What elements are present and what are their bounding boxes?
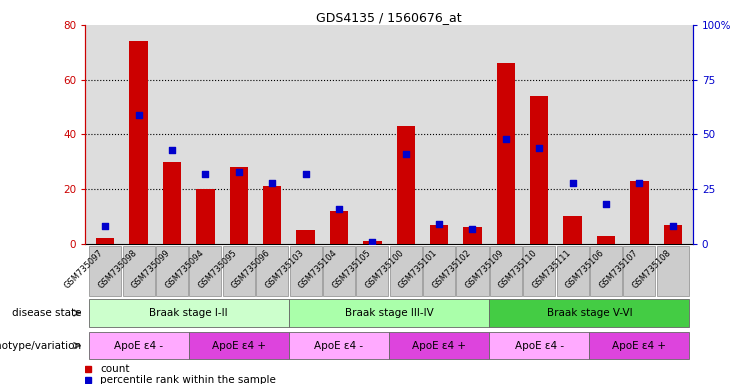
Title: GDS4135 / 1560676_at: GDS4135 / 1560676_at bbox=[316, 11, 462, 24]
FancyBboxPatch shape bbox=[356, 246, 388, 296]
FancyBboxPatch shape bbox=[289, 332, 389, 359]
Point bbox=[634, 179, 645, 185]
Point bbox=[567, 179, 579, 185]
Bar bbox=[664, 225, 682, 244]
Text: disease state: disease state bbox=[12, 308, 82, 318]
Text: ApoE ε4 +: ApoE ε4 + bbox=[612, 341, 666, 351]
Bar bbox=[496, 63, 515, 244]
Text: GSM735101: GSM735101 bbox=[397, 248, 439, 291]
FancyBboxPatch shape bbox=[423, 246, 455, 296]
Text: GSM735107: GSM735107 bbox=[597, 248, 639, 291]
Bar bbox=[130, 41, 147, 244]
Bar bbox=[396, 126, 415, 244]
Text: GSM735097: GSM735097 bbox=[63, 248, 105, 291]
Bar bbox=[296, 230, 315, 244]
Text: GSM735096: GSM735096 bbox=[230, 248, 272, 291]
FancyBboxPatch shape bbox=[89, 332, 189, 359]
Point bbox=[433, 221, 445, 227]
FancyBboxPatch shape bbox=[389, 332, 489, 359]
FancyBboxPatch shape bbox=[89, 246, 122, 296]
Point bbox=[133, 112, 144, 118]
Bar bbox=[96, 238, 114, 244]
FancyBboxPatch shape bbox=[122, 246, 155, 296]
Bar bbox=[363, 241, 382, 244]
Text: Braak stage I-II: Braak stage I-II bbox=[150, 308, 228, 318]
Text: GSM735110: GSM735110 bbox=[497, 248, 539, 291]
Point bbox=[400, 151, 412, 157]
Text: GSM735095: GSM735095 bbox=[196, 248, 239, 291]
FancyBboxPatch shape bbox=[289, 299, 489, 327]
Bar bbox=[530, 96, 548, 244]
Text: Braak stage V-VI: Braak stage V-VI bbox=[547, 308, 632, 318]
Bar bbox=[163, 162, 182, 244]
Bar bbox=[631, 181, 648, 244]
Text: GSM735104: GSM735104 bbox=[296, 248, 339, 291]
Text: GSM735102: GSM735102 bbox=[431, 248, 473, 291]
Text: genotype/variation: genotype/variation bbox=[0, 341, 82, 351]
Bar bbox=[263, 186, 282, 244]
Point bbox=[467, 225, 479, 232]
FancyBboxPatch shape bbox=[390, 246, 422, 296]
FancyBboxPatch shape bbox=[190, 246, 222, 296]
Text: GSM735108: GSM735108 bbox=[631, 248, 673, 291]
FancyBboxPatch shape bbox=[523, 246, 555, 296]
Text: GSM735099: GSM735099 bbox=[130, 248, 172, 291]
Text: ApoE ε4 -: ApoE ε4 - bbox=[114, 341, 163, 351]
FancyBboxPatch shape bbox=[290, 246, 322, 296]
Point bbox=[233, 169, 245, 175]
Text: GSM735109: GSM735109 bbox=[464, 248, 506, 291]
Point bbox=[333, 206, 345, 212]
FancyBboxPatch shape bbox=[89, 299, 289, 327]
FancyBboxPatch shape bbox=[323, 246, 355, 296]
FancyBboxPatch shape bbox=[256, 246, 288, 296]
Point bbox=[99, 223, 111, 229]
FancyBboxPatch shape bbox=[556, 246, 588, 296]
FancyBboxPatch shape bbox=[189, 332, 289, 359]
Text: GSM735111: GSM735111 bbox=[531, 248, 573, 291]
Text: ApoE ε4 +: ApoE ε4 + bbox=[212, 341, 266, 351]
Bar bbox=[330, 211, 348, 244]
FancyBboxPatch shape bbox=[489, 299, 689, 327]
Point bbox=[166, 147, 178, 153]
Text: ApoE ε4 -: ApoE ε4 - bbox=[314, 341, 364, 351]
FancyBboxPatch shape bbox=[657, 246, 689, 296]
FancyBboxPatch shape bbox=[589, 332, 689, 359]
FancyBboxPatch shape bbox=[590, 246, 622, 296]
Text: count: count bbox=[101, 364, 130, 374]
Text: ApoE ε4 +: ApoE ε4 + bbox=[412, 341, 466, 351]
Text: GSM735103: GSM735103 bbox=[263, 248, 305, 291]
Point bbox=[266, 179, 278, 185]
Text: GSM735105: GSM735105 bbox=[330, 248, 372, 291]
Text: GSM735098: GSM735098 bbox=[96, 248, 139, 291]
Point bbox=[667, 223, 679, 229]
Point bbox=[299, 171, 311, 177]
FancyBboxPatch shape bbox=[489, 332, 589, 359]
Text: GSM735094: GSM735094 bbox=[163, 248, 205, 291]
Point bbox=[199, 171, 211, 177]
Bar bbox=[230, 167, 248, 244]
Text: ApoE ε4 -: ApoE ε4 - bbox=[515, 341, 564, 351]
Bar bbox=[597, 236, 615, 244]
Bar bbox=[196, 189, 215, 244]
Point bbox=[500, 136, 512, 142]
FancyBboxPatch shape bbox=[156, 246, 188, 296]
Text: Braak stage III-IV: Braak stage III-IV bbox=[345, 308, 433, 318]
Text: GSM735106: GSM735106 bbox=[564, 248, 606, 291]
Point bbox=[600, 201, 612, 207]
FancyBboxPatch shape bbox=[223, 246, 255, 296]
Text: percentile rank within the sample: percentile rank within the sample bbox=[101, 375, 276, 384]
FancyBboxPatch shape bbox=[456, 246, 488, 296]
Point bbox=[534, 144, 545, 151]
FancyBboxPatch shape bbox=[490, 246, 522, 296]
Point bbox=[366, 238, 378, 245]
Text: GSM735100: GSM735100 bbox=[364, 248, 406, 291]
FancyBboxPatch shape bbox=[623, 246, 656, 296]
Bar bbox=[430, 225, 448, 244]
Bar bbox=[563, 217, 582, 244]
Bar bbox=[463, 227, 482, 244]
